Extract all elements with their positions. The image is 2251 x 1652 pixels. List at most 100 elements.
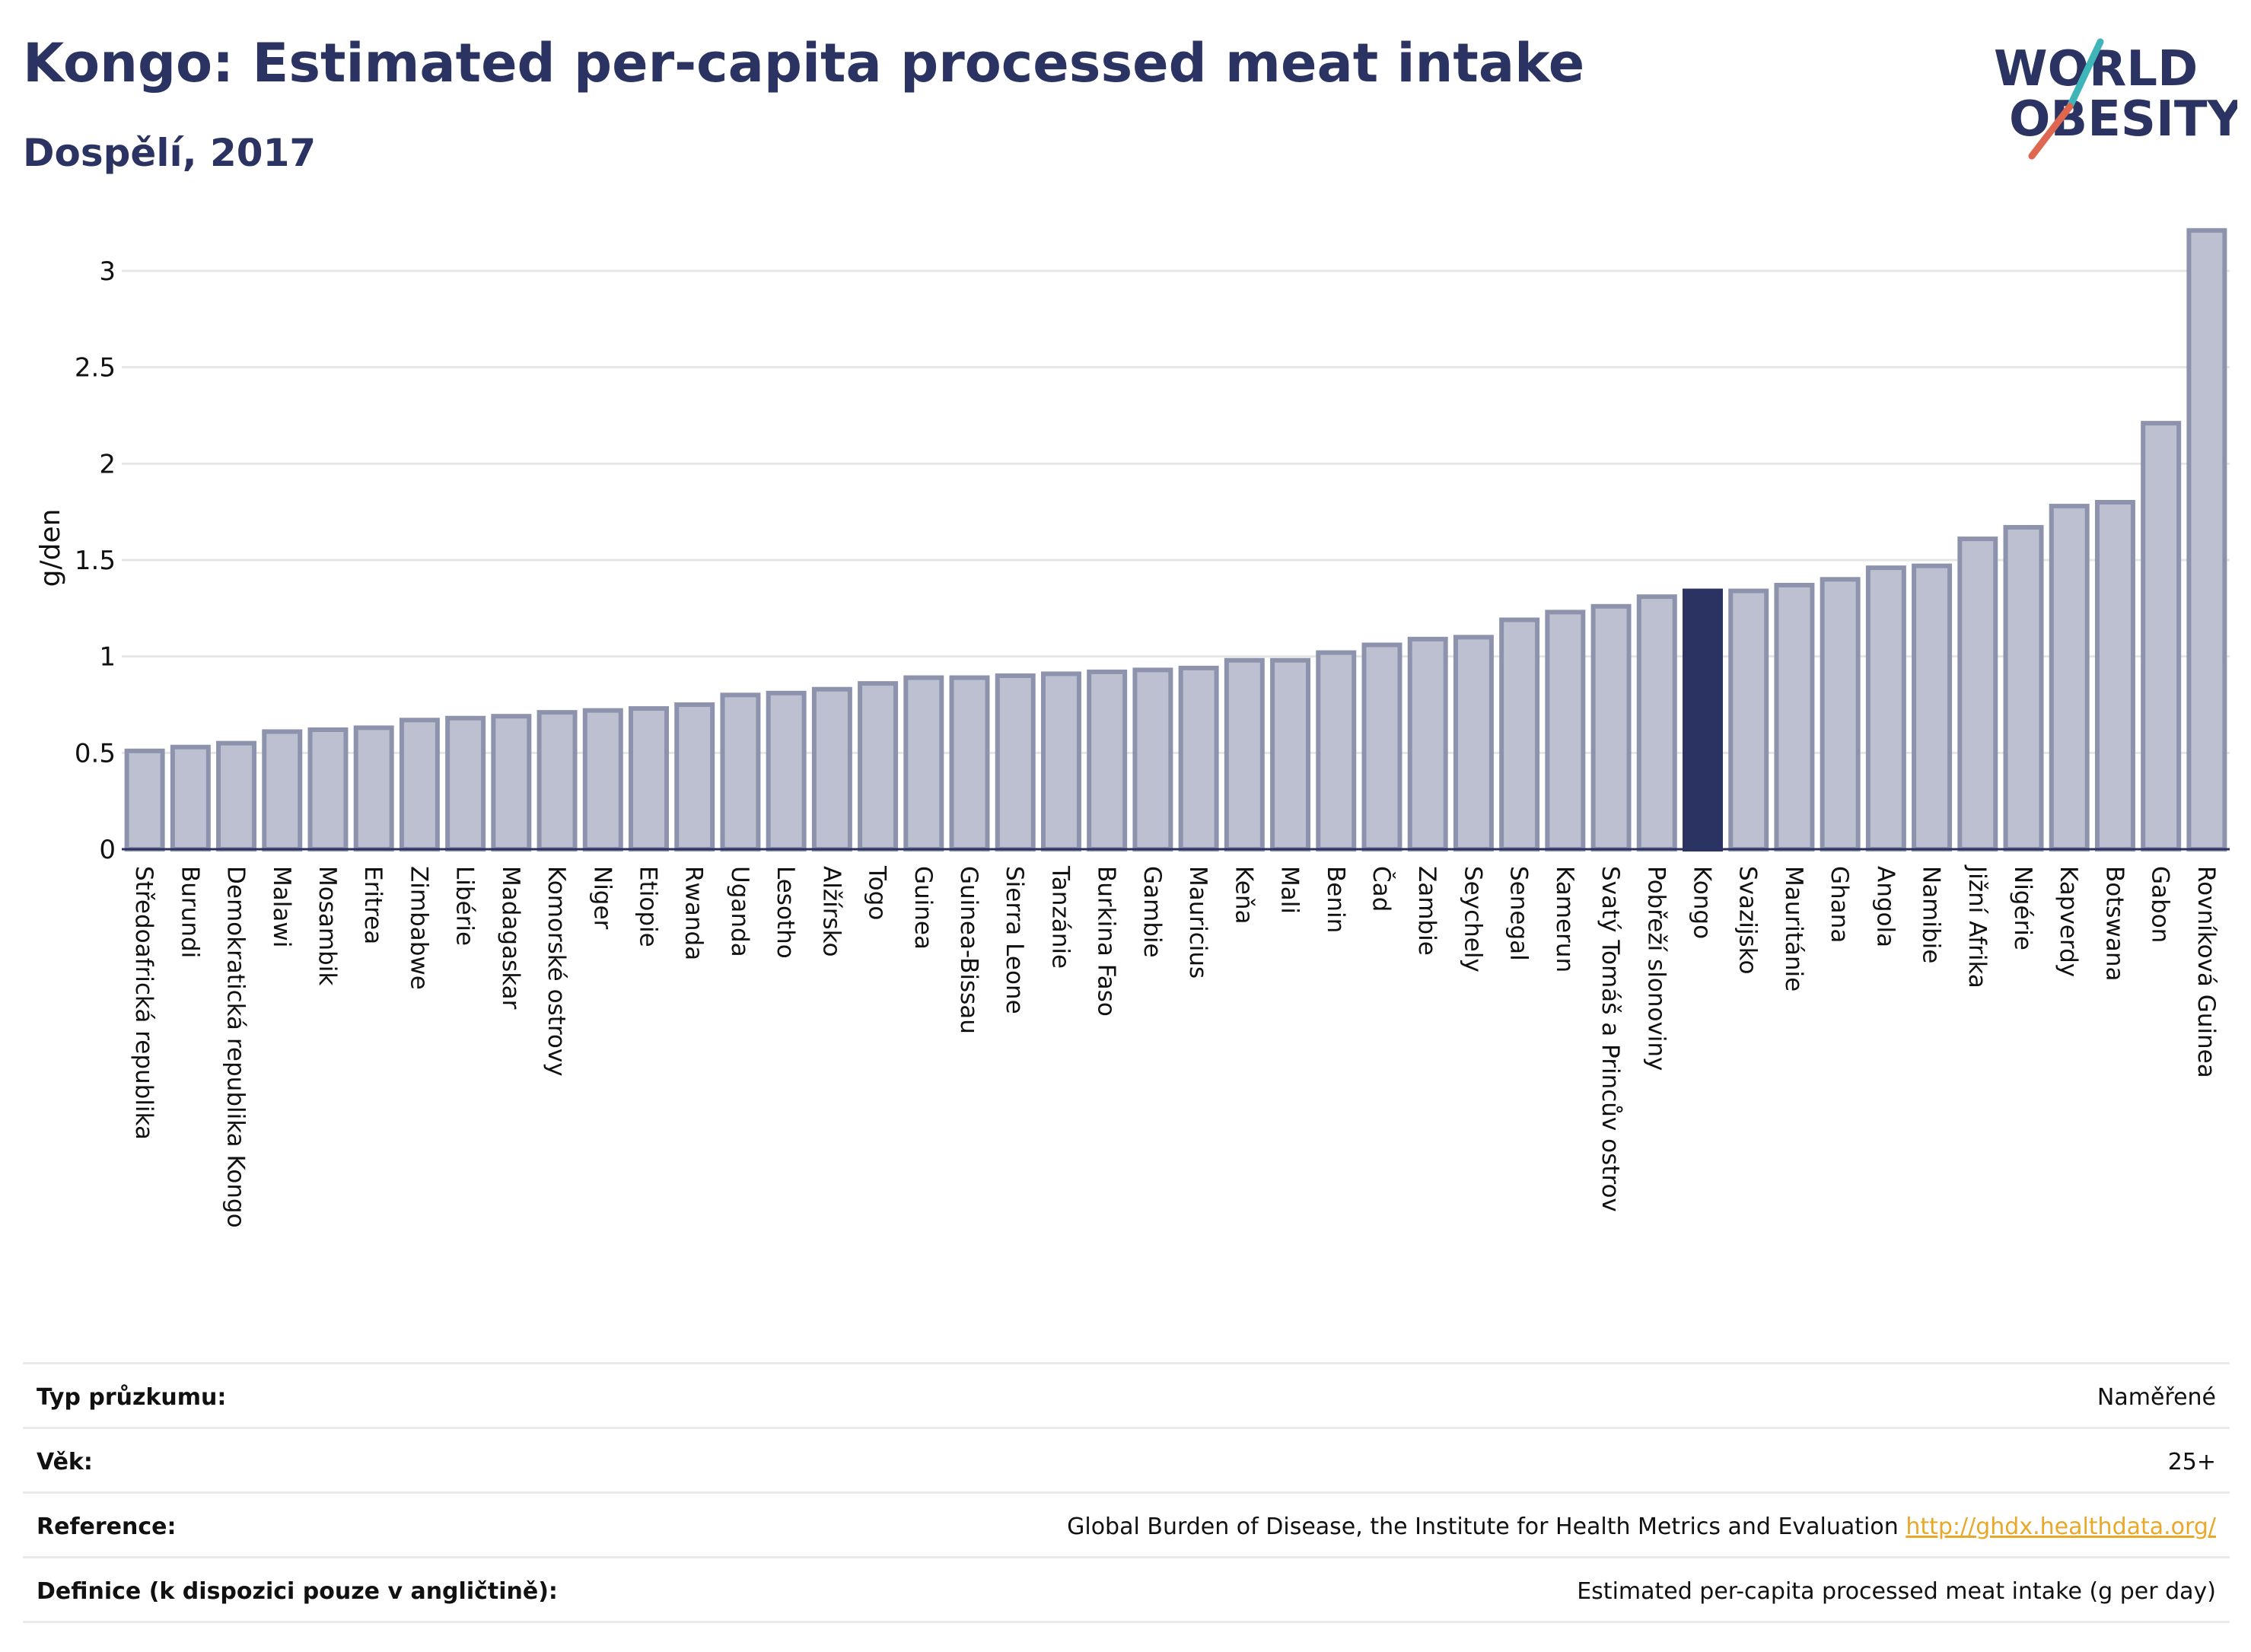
y-tick-label: 0.5 (75, 738, 116, 769)
x-tick-label: Togo (864, 865, 891, 920)
bar[interactable] (811, 686, 852, 851)
x-tick-label: Botswana (2100, 866, 2128, 982)
metadata-label: Reference: (37, 1514, 177, 1540)
y-tick-label: 0 (99, 835, 116, 865)
y-axis-ticks: 0 0.5 1 1.5 2 2.5 3 (75, 256, 116, 865)
bar[interactable] (445, 715, 486, 851)
reference-link[interactable]: http://ghdx.healthdata.org/ (1906, 1514, 2216, 1540)
metadata-value-text: 25+ (2167, 1449, 2216, 1475)
bar[interactable] (1499, 617, 1540, 851)
x-tick-label: Svazijsko (1734, 866, 1762, 974)
y-tick-label: 2.5 (75, 353, 116, 384)
bar[interactable] (2003, 524, 2044, 851)
bar[interactable] (1270, 657, 1311, 851)
x-tick-label: Seychely (1459, 866, 1486, 972)
bar[interactable] (1178, 665, 1219, 851)
bar[interactable] (582, 708, 623, 851)
x-tick-label: Namibie (1918, 866, 1945, 963)
y-tick-label: 2 (99, 449, 116, 479)
bar[interactable] (1728, 588, 1769, 851)
x-tick-label: Keňa (1230, 866, 1257, 925)
bars (124, 228, 2227, 852)
logo-slash-red (2028, 103, 2074, 160)
x-tick-label: Alžírsko (817, 866, 845, 957)
bar[interactable] (1912, 563, 1953, 851)
metadata-value: 25+ (2168, 1449, 2216, 1475)
bar[interactable] (170, 744, 211, 851)
bar[interactable] (1224, 657, 1265, 851)
x-tick-label: Lesotho (772, 866, 799, 959)
x-tick-label: Niger (588, 866, 616, 930)
bar[interactable] (1820, 577, 1861, 851)
metadata-row: Definice (k dispozici pouze v angličtině… (23, 1556, 2230, 1623)
x-tick-label: Nigérie (2009, 866, 2036, 950)
metadata-row: Typ průzkumu: Naměřené (23, 1362, 2230, 1427)
bar[interactable] (1316, 650, 1357, 851)
bar[interactable] (1087, 669, 1128, 852)
bar[interactable] (262, 729, 303, 852)
bar[interactable] (399, 718, 440, 851)
logo-slash-teal (2066, 38, 2104, 110)
x-tick-label: Středoafrická republika (130, 866, 158, 1140)
metadata-label: Věk: (37, 1449, 93, 1475)
x-tick-label: Mosambik (314, 866, 341, 985)
bar[interactable] (1636, 594, 1677, 852)
bar[interactable] (2049, 504, 2090, 851)
y-axis-label: g/den (35, 509, 66, 587)
bar[interactable] (1361, 642, 1402, 851)
metadata-label: Definice (k dispozici pouze v angličtině… (37, 1578, 558, 1605)
bar[interactable] (2186, 228, 2227, 852)
x-tick-label: Benin (1322, 866, 1349, 933)
x-tick-label: Zimbabwe (405, 866, 432, 990)
x-tick-label: Gabon (2147, 866, 2174, 943)
bar[interactable] (903, 675, 944, 851)
bar[interactable] (766, 690, 807, 851)
metadata-value-text: Naměřené (2097, 1384, 2216, 1411)
bar[interactable] (124, 748, 165, 851)
x-tick-label: Pobřeží slonoviny (1642, 866, 1670, 1071)
x-tick-label: Mauritánie (1780, 866, 1807, 992)
x-tick-label: Čad (1367, 866, 1396, 912)
bar[interactable] (2094, 500, 2135, 851)
x-tick-label: Ghana (1826, 866, 1853, 943)
bar[interactable] (1040, 671, 1081, 852)
bar[interactable] (995, 673, 1036, 851)
bar[interactable] (949, 675, 990, 851)
bar[interactable] (307, 727, 349, 852)
x-tick-label: Burundi (176, 866, 203, 958)
x-tick-label: Malawi (268, 866, 295, 947)
bar[interactable] (1132, 667, 1173, 852)
bar[interactable] (1865, 565, 1906, 851)
chart-title: Kongo: Estimated per-capita processed me… (23, 32, 1585, 94)
bar[interactable] (1590, 603, 1632, 851)
bar[interactable] (1453, 635, 1494, 851)
bar[interactable] (216, 740, 257, 852)
x-tick-label: Rovníková Guinea (2192, 866, 2220, 1078)
bar[interactable] (1774, 582, 1815, 852)
bar[interactable] (720, 692, 761, 851)
x-tick-label: Eritrea (359, 866, 387, 944)
bar[interactable] (536, 710, 578, 852)
bar[interactable] (1957, 536, 1998, 851)
metadata-value: Global Burden of Disease, the Institute … (1067, 1514, 2216, 1540)
world-obesity-logo: WORLD OBESITY (1994, 38, 2237, 160)
bar[interactable] (2141, 421, 2182, 851)
y-tick-label: 1.5 (75, 546, 116, 576)
bar[interactable] (1545, 610, 1586, 852)
metadata-label: Typ průzkumu: (37, 1384, 227, 1411)
bar[interactable] (491, 714, 532, 852)
metadata-value-text: Global Burden of Disease, the Institute … (1067, 1514, 1899, 1540)
x-tick-label: Angola (1871, 866, 1899, 947)
x-tick-label: Sierra Leone (1001, 866, 1028, 1014)
x-tick-label: Tanzánie (1046, 865, 1074, 969)
bar[interactable] (674, 702, 715, 851)
x-tick-label: Etiopie (635, 866, 662, 947)
bar[interactable] (353, 725, 394, 852)
bar[interactable] (858, 681, 899, 852)
bar[interactable] (1407, 636, 1448, 851)
x-tick-label: Libérie (451, 866, 479, 946)
x-tick-label: Senegal (1505, 866, 1533, 961)
x-axis-tick-labels: Středoafrická republika Burundi Demokratic… (130, 864, 2220, 1228)
bar[interactable] (1683, 588, 1723, 851)
bar[interactable] (629, 706, 669, 851)
